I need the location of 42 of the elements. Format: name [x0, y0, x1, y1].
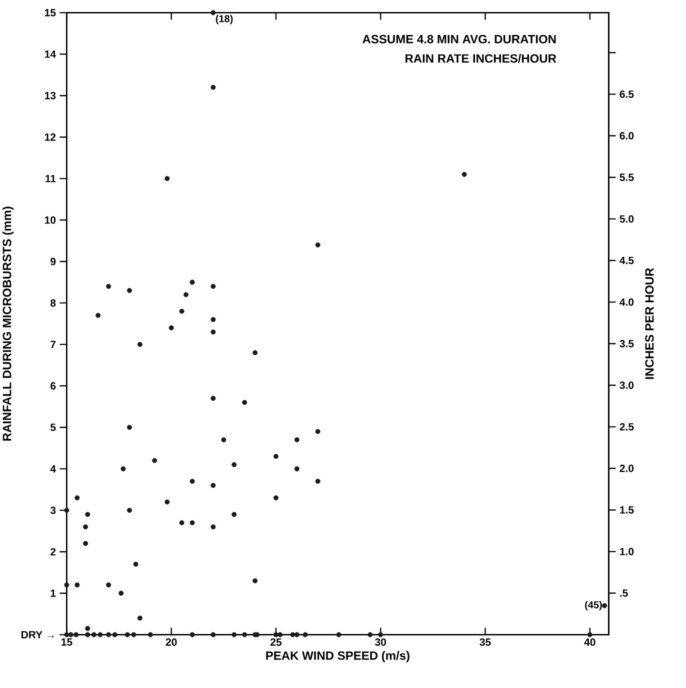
x-tick-label: 30 — [375, 638, 386, 646]
y-tick-label: 13 — [44, 92, 56, 100]
y2-tick-label: 1.5 — [620, 506, 634, 514]
y-tick-label: 4 — [50, 465, 56, 472]
y2-tick-label: 3.0 — [620, 382, 634, 389]
y-tick-label: 14 — [44, 50, 56, 58]
y2-tick-label: 4.5 — [620, 256, 634, 264]
annotation: (18) — [216, 14, 233, 24]
y2-tick-label: 2.0 — [620, 464, 634, 472]
y-tick-label: 3 — [50, 506, 56, 514]
y-tick-label: 2 — [50, 548, 56, 556]
y-tick-label: 8 — [50, 299, 56, 307]
annotation: RAIN RATE INCHES/HOUR — [406, 54, 556, 63]
x-tick-label: 25 — [270, 638, 282, 646]
y-tick-label: 11 — [46, 174, 56, 182]
y2-tick-label: 1.0 — [620, 548, 634, 556]
y-tick-label: 1 — [50, 590, 56, 597]
y-tick-label: 10 — [44, 216, 56, 224]
y2-tick-label: 6.5 — [620, 90, 634, 98]
y2-tick-label: 2.5 — [620, 423, 634, 431]
x-tick-label: 35 — [480, 638, 491, 646]
y2-tick-label: 3.5 — [620, 340, 634, 348]
y-tick-label: 9 — [50, 258, 56, 266]
x-tick-label: 15 — [62, 638, 72, 646]
y2-axis-title: INCHES PER HOUR — [645, 268, 654, 379]
y-tick-label: 15 — [44, 9, 56, 16]
annotation: (45) — [585, 601, 602, 610]
y-tick-label: 12 — [44, 133, 56, 141]
x-tick-label: 20 — [166, 638, 177, 646]
y-tick-label: 7 — [50, 340, 56, 348]
y2-tick-label: 4.0 — [620, 298, 634, 306]
y-tick-label: 5 — [50, 424, 56, 432]
y-tick-label: 6 — [50, 382, 56, 390]
x-tick-label: 40 — [584, 638, 596, 646]
y-axis-title: RAINFALL DURING MICROBURSTS (mm) — [2, 206, 14, 441]
y-tick-label: DRY → — [22, 631, 54, 638]
annotation: ASSUME 4.8 MIN AVG. DURATION — [362, 34, 556, 44]
y2-tick-label: .5 — [620, 589, 628, 597]
y2-tick-label: 5.0 — [620, 215, 634, 223]
y2-tick-label: 5.5 — [620, 174, 634, 182]
y2-tick-label: 6.0 — [620, 132, 634, 140]
x-axis-title: PEAK WIND SPEED (m/s) — [266, 651, 410, 662]
